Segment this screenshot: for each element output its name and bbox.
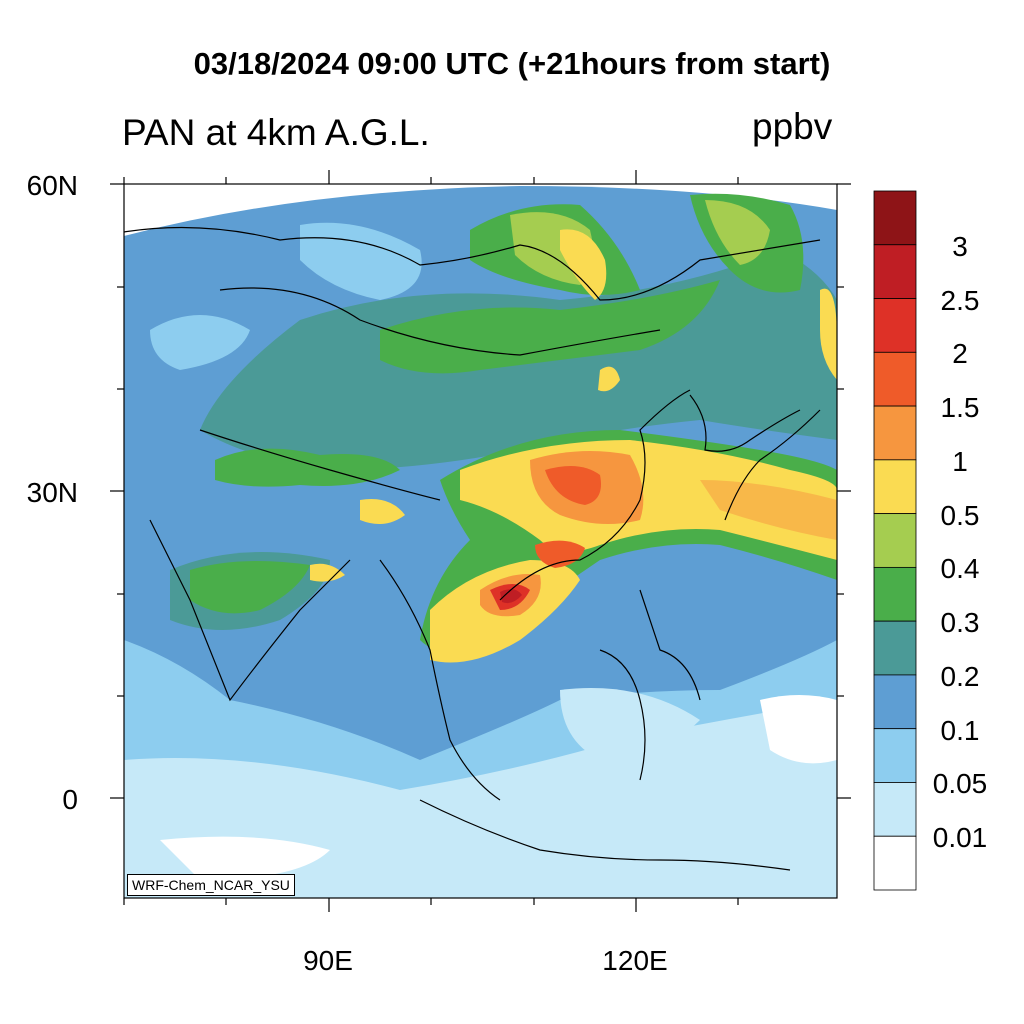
colorbar-tick-label: 1.5 (940, 392, 980, 424)
colorbar-swatch (873, 351, 917, 407)
colorbar-tick-label: 2 (952, 338, 968, 370)
colorbar-swatch (873, 782, 917, 837)
map-frame (123, 183, 838, 899)
lon-label-90e: 90E (303, 945, 353, 976)
colorbar-swatch (873, 835, 917, 891)
colorbar-tick-label: 0.05 (932, 768, 988, 800)
colorbar-tick-label: 0.2 (940, 660, 980, 692)
variable-label: PAN at 4km A.G.L. (122, 112, 430, 153)
coastlines (124, 226, 821, 871)
lat-label-60n: 60N (26, 170, 78, 201)
colorbar (873, 190, 917, 891)
pan-concentration-field (124, 184, 837, 898)
model-credit-label: WRF-Chem_NCAR_YSU (127, 874, 295, 896)
colorbar-swatch (873, 728, 917, 783)
colorbar-swatch (873, 674, 917, 730)
colorbar-tick-label: 0.1 (940, 714, 980, 746)
colorbar-swatch (873, 298, 917, 353)
colorbar-tick-label: 0.5 (940, 499, 980, 531)
colorbar-tick-label: 3 (952, 230, 968, 262)
units-label: ppbv (752, 106, 833, 147)
colorbar-tick-label: 0.4 (940, 553, 980, 585)
colorbar-swatch (873, 405, 917, 461)
colorbar-swatch (873, 620, 917, 676)
lon-label-120e: 120E (602, 945, 668, 976)
colorbar-swatch (873, 244, 917, 299)
colorbar-tick-label: 2.5 (940, 284, 980, 316)
map-title: 03/18/2024 09:00 UTC (+21hours from star… (193, 46, 831, 81)
colorbar-swatch (873, 190, 917, 246)
lat-label-0: 0 (62, 784, 78, 815)
colorbar-swatch (873, 459, 917, 515)
colorbar-swatch (873, 566, 917, 622)
colorbar-tick-label: 1 (952, 445, 968, 477)
axis-ticks (110, 170, 851, 912)
lat-label-30n: 30N (26, 477, 78, 508)
colorbar-swatch (873, 513, 917, 568)
colorbar-tick-label: 0.01 (932, 822, 988, 854)
colorbar-tick-label: 0.3 (940, 607, 980, 639)
